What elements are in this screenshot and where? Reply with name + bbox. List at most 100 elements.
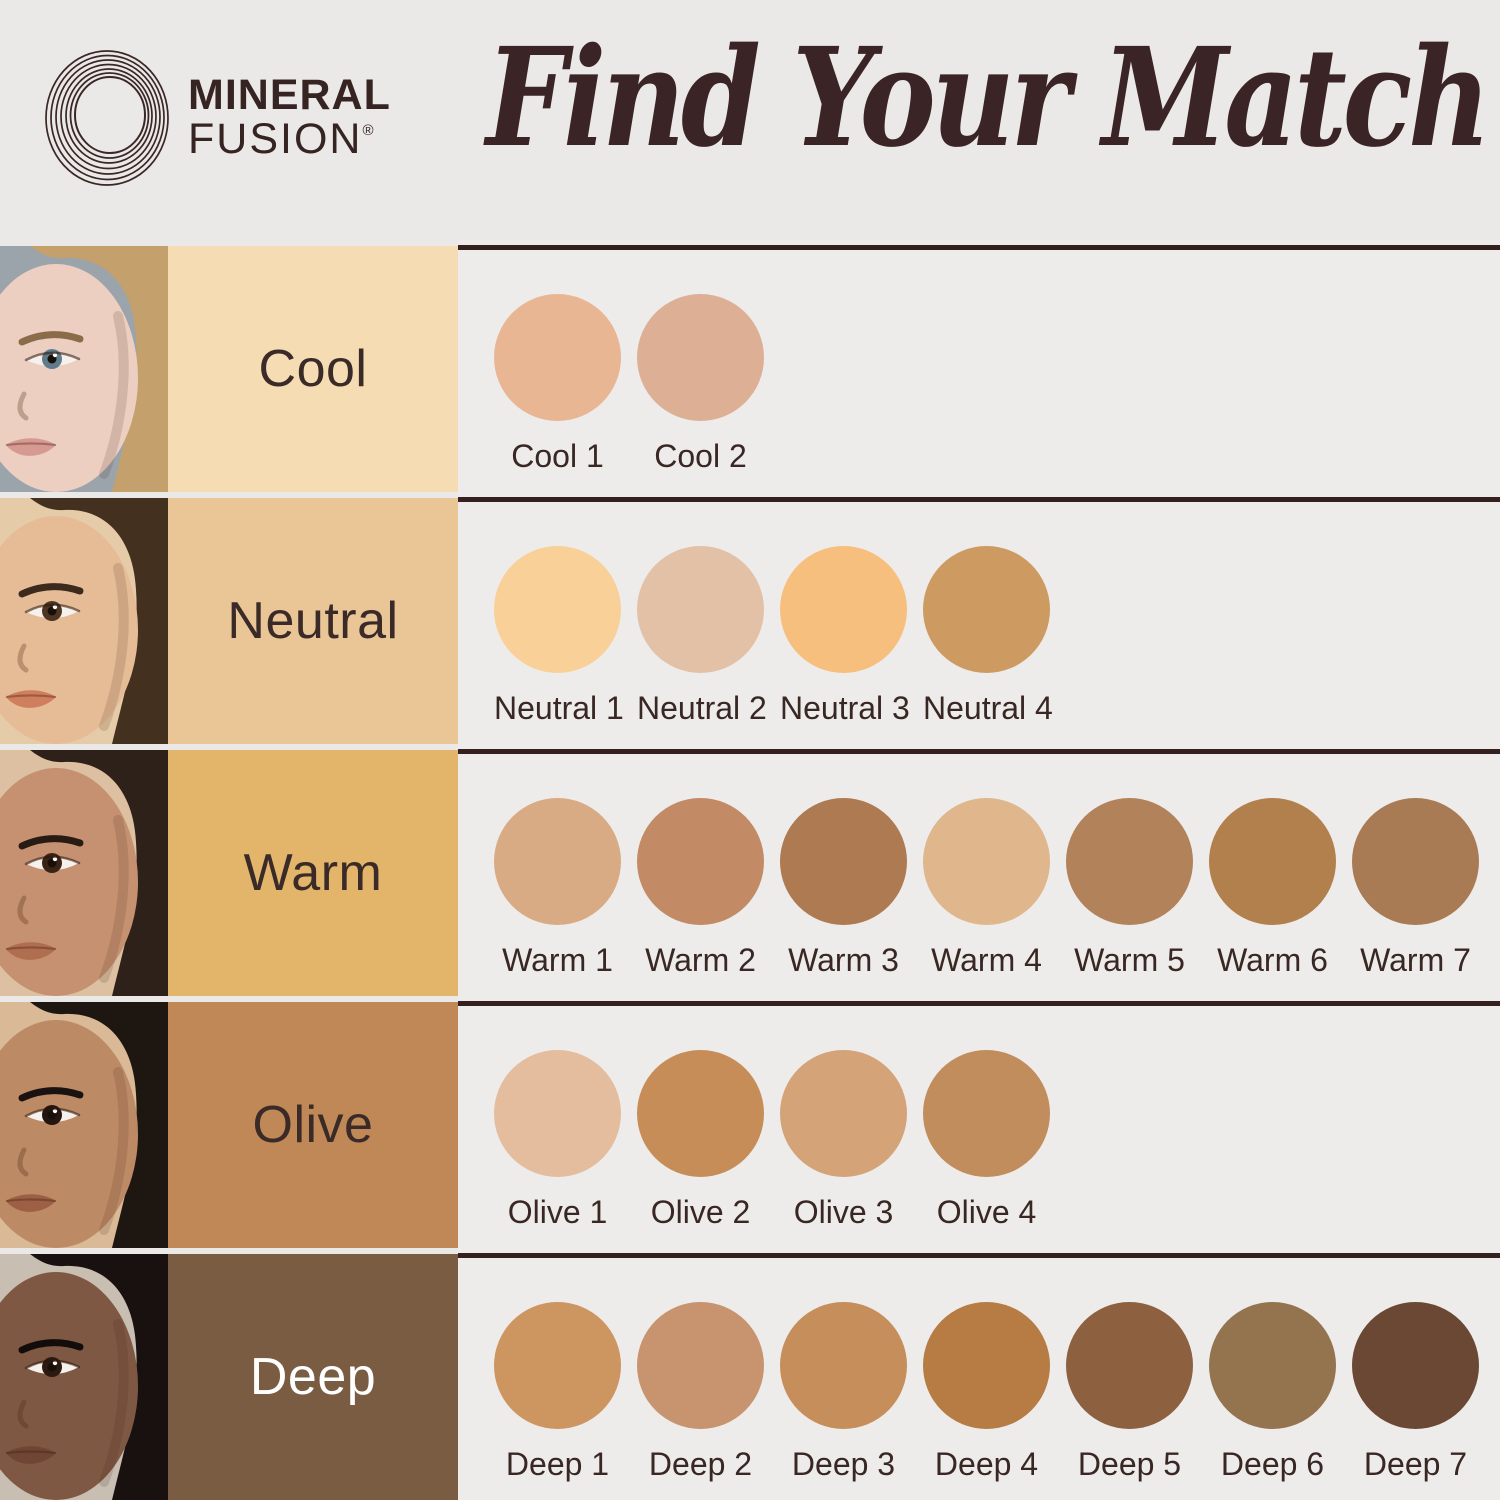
eyebrow — [18, 583, 84, 598]
swatch-warm-2: Warm 2 — [637, 798, 764, 979]
eyebrow — [18, 1087, 84, 1102]
model-photo-illustration-neutral — [0, 498, 168, 744]
swatch-group-olive: Olive 1 Olive 2 Olive 3 Olive 4 — [458, 996, 1500, 1231]
swatch-color-neutral-2 — [637, 546, 764, 673]
swatch-panel-warm: Warm 1 Warm 2 Warm 3 Warm 4 — [458, 744, 1500, 996]
shade-row-olive: Olive Olive 1 Olive 2 Olive 3 — [0, 996, 1500, 1248]
swatch-warm-1: Warm 1 — [494, 798, 621, 979]
nose-line — [17, 391, 29, 421]
cheek-shading — [99, 563, 129, 731]
brand-logo: MINERAL FUSION® — [44, 48, 391, 188]
swatch-color-warm-4 — [923, 798, 1050, 925]
swatch-label: Deep 4 — [934, 1446, 1039, 1482]
shade-row-deep: Deep Deep 1 Deep 2 Deep 3 — [0, 1248, 1500, 1500]
swatch-panel-deep: Deep 1 Deep 2 Deep 3 Deep 4 — [458, 1248, 1500, 1500]
swatch-label: Deep 2 — [648, 1446, 753, 1482]
swatch-cool-1: Cool 1 — [494, 294, 621, 475]
swatch-color-deep-4 — [923, 1302, 1050, 1429]
cheek-shading — [99, 1067, 129, 1235]
nose-line — [17, 895, 29, 925]
swatch-deep-1: Deep 1 — [494, 1302, 621, 1483]
model-photo-illustration-cool — [0, 246, 168, 492]
swatch-color-deep-2 — [637, 1302, 764, 1429]
nose-line — [17, 1399, 29, 1429]
undertone-label-warm: Warm — [168, 750, 458, 996]
eyebrow — [18, 331, 84, 346]
swatch-label: Warm 5 — [1074, 942, 1185, 978]
lip-line — [5, 1198, 57, 1202]
model-photo-illustration-olive — [0, 1002, 168, 1248]
model-photo-warm — [0, 750, 168, 996]
swatch-olive-4: Olive 4 — [923, 1050, 1050, 1231]
row-divider-line — [458, 1253, 1500, 1258]
header: MINERAL FUSION® Find Your Match — [0, 0, 1500, 240]
model-photo-deep — [0, 1254, 168, 1500]
face-shape — [0, 768, 138, 996]
swatch-label: Deep 5 — [1077, 1446, 1182, 1482]
face-shape — [0, 1272, 138, 1500]
hair-shape — [30, 1002, 168, 1248]
model-photo-cool — [0, 246, 168, 492]
swatch-label: Neutral 2 — [637, 690, 767, 726]
swatch-deep-6: Deep 6 — [1209, 1302, 1336, 1483]
swatch-deep-7: Deep 7 — [1352, 1302, 1479, 1483]
registered-mark: ® — [362, 122, 374, 139]
nose-line — [17, 1147, 29, 1177]
swatch-color-neutral-4 — [923, 546, 1050, 673]
lips — [6, 1194, 56, 1212]
lips — [6, 1446, 56, 1464]
swatch-color-olive-3 — [780, 1050, 907, 1177]
swatch-warm-3: Warm 3 — [780, 798, 907, 979]
swatch-cool-2: Cool 2 — [637, 294, 764, 475]
model-photo-neutral — [0, 498, 168, 744]
lips — [6, 942, 56, 960]
swatch-color-warm-3 — [780, 798, 907, 925]
swatch-label: Warm 1 — [502, 942, 613, 978]
shade-row-warm: Warm Warm 1 Warm 2 Warm 3 — [0, 744, 1500, 996]
swatch-panel-cool: Cool 1 Cool 2 — [458, 240, 1500, 492]
swatch-color-olive-1 — [494, 1050, 621, 1177]
swatch-color-deep-7 — [1352, 1302, 1479, 1429]
model-photo-illustration-deep — [0, 1254, 168, 1500]
swatch-color-deep-5 — [1066, 1302, 1193, 1429]
swatch-label: Deep 7 — [1363, 1446, 1468, 1482]
swatch-label: Warm 7 — [1360, 942, 1471, 978]
face-shape — [0, 516, 138, 744]
brand-name-line2: FUSION® — [188, 115, 374, 163]
swatch-color-warm-5 — [1066, 798, 1193, 925]
swatch-label: Warm 2 — [645, 942, 756, 978]
eyelid-line — [24, 351, 81, 362]
eyebrow — [18, 1339, 84, 1354]
lip-line — [5, 694, 57, 698]
swatch-label: Olive 3 — [793, 1194, 894, 1230]
shade-chart: Cool Cool 1 Cool 2 — [0, 240, 1500, 1500]
shade-row-neutral: Neutral Neutral 1 Neutral 2 Neutral 3 — [0, 492, 1500, 744]
swatch-neutral-1: Neutral 1 — [494, 546, 624, 727]
eyelid-line — [24, 1359, 81, 1370]
row-divider-line — [458, 245, 1500, 250]
swatch-color-warm-6 — [1209, 798, 1336, 925]
swatch-warm-5: Warm 5 — [1066, 798, 1193, 979]
cheek-shading — [99, 311, 129, 479]
lips — [6, 438, 56, 456]
eyelid-line — [24, 603, 81, 614]
swatch-olive-1: Olive 1 — [494, 1050, 621, 1231]
page-title: Find Your Match — [486, 18, 1491, 178]
model-photo-illustration-warm — [0, 750, 168, 996]
brand-rings-icon — [45, 50, 169, 186]
swatch-group-neutral: Neutral 1 Neutral 2 Neutral 3 Neutral 4 — [458, 492, 1500, 727]
swatch-label: Warm 6 — [1217, 942, 1328, 978]
swatch-label: Cool 1 — [511, 438, 604, 474]
eyelid-line — [24, 1107, 81, 1118]
swatch-warm-4: Warm 4 — [923, 798, 1050, 979]
shade-row-cool: Cool Cool 1 Cool 2 — [0, 240, 1500, 492]
face-shape — [0, 264, 138, 492]
undertone-label-deep: Deep — [168, 1254, 458, 1500]
swatch-color-warm-7 — [1352, 798, 1479, 925]
lips — [6, 690, 56, 708]
model-photo-olive — [0, 1002, 168, 1248]
hair-shape — [30, 750, 168, 996]
row-divider-line — [458, 749, 1500, 754]
undertone-label-text: Neutral — [227, 592, 399, 650]
swatch-group-cool: Cool 1 Cool 2 — [458, 240, 1500, 475]
